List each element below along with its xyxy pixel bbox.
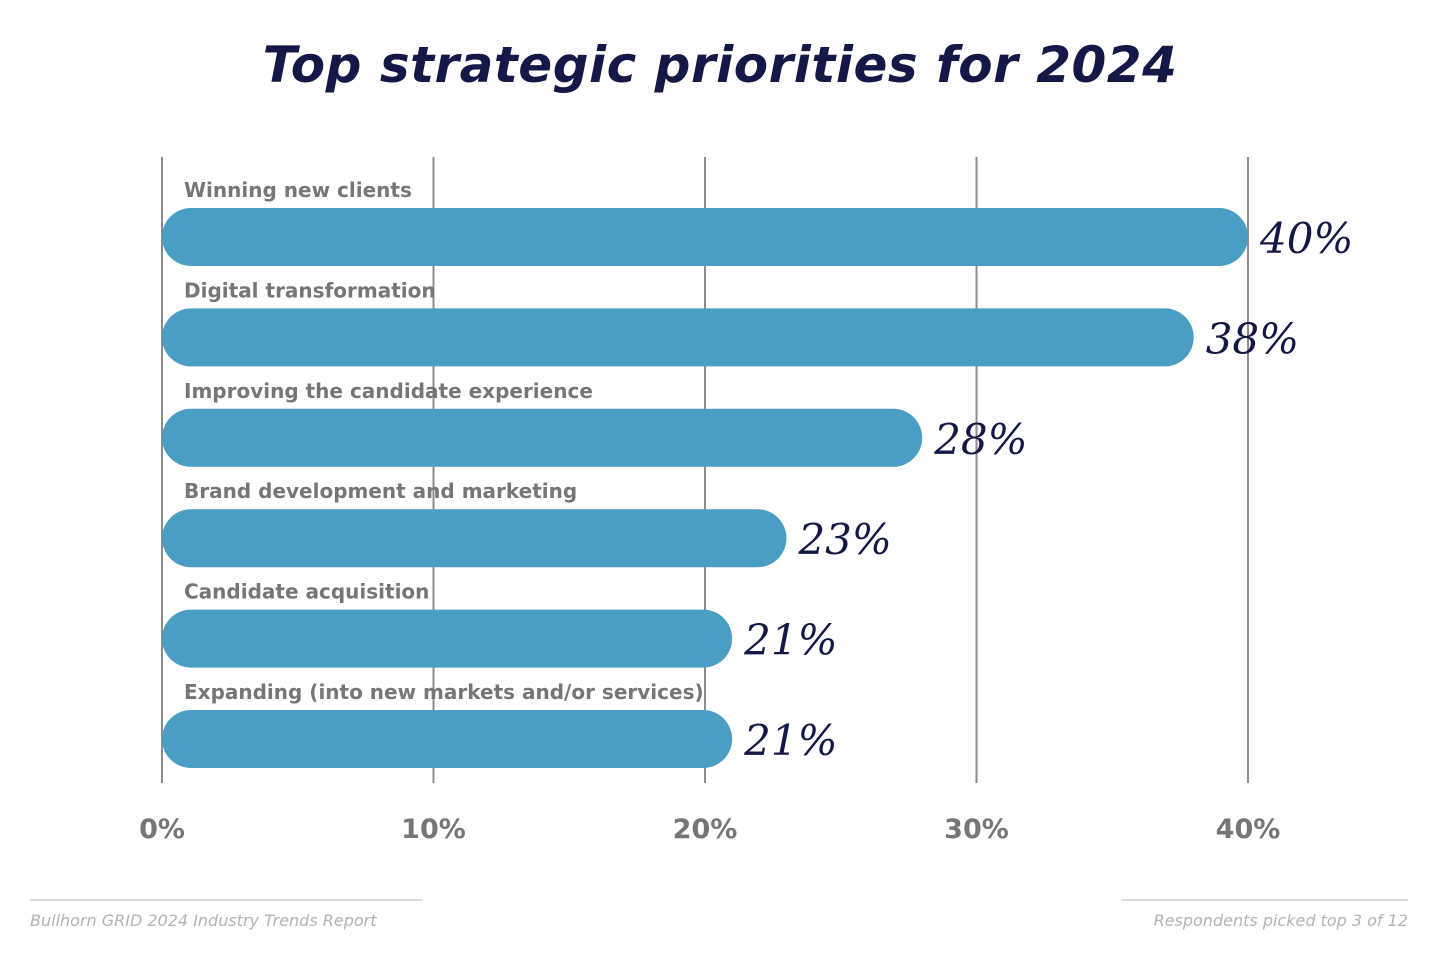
footer-source: Bullhorn GRID 2024 Industry Trends Repor… (30, 911, 377, 930)
value-label: 21% (743, 716, 837, 765)
category-label: Improving the candidate experience (184, 379, 593, 403)
bars (162, 208, 1248, 768)
category-label: Digital transformation (184, 278, 436, 302)
chart-title: Top strategic priorities for 2024 (262, 36, 1178, 94)
bar (162, 509, 787, 568)
bar (162, 208, 1248, 266)
x-tick-label: 20% (673, 814, 738, 845)
value-label: 23% (797, 515, 891, 564)
bar (162, 408, 923, 467)
value-label: 38% (1206, 314, 1299, 363)
category-label: Candidate acquisition (184, 580, 429, 604)
category-label: Winning new clients (184, 178, 412, 202)
labels: Winning new clients 40% Digital transforma… (184, 178, 1353, 765)
category-label: Brand development and marketing (184, 479, 577, 503)
bar (162, 308, 1194, 367)
value-label: 28% (933, 415, 1027, 464)
category-label: Expanding (into new markets and/or servi… (184, 680, 704, 704)
footer-note: Respondents picked top 3 of 12 (1153, 911, 1408, 930)
bar (162, 710, 733, 768)
x-axis-ticks: 0% 10% 20% 30% 40% (139, 814, 1280, 845)
value-label: 21% (743, 616, 837, 665)
bar (162, 609, 733, 668)
x-tick-label: 30% (944, 814, 1009, 845)
footer-divider-left (30, 899, 422, 901)
value-label: 40% (1259, 214, 1353, 263)
bar-chart: Winning new clients 40% Digital transforma… (139, 157, 1353, 845)
footer-divider-right (1122, 899, 1408, 901)
x-tick-label: 40% (1216, 814, 1281, 845)
x-tick-label: 10% (401, 814, 466, 845)
x-tick-label: 0% (139, 814, 185, 845)
